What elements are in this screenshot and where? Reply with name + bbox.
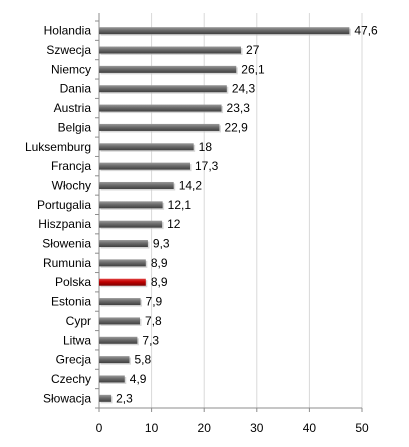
x-tick-label-20: 20 [198, 421, 212, 435]
category-label-grecja: Grecja [56, 353, 92, 367]
x-tick-label-40: 40 [303, 421, 317, 435]
value-label-szwecja: 27 [246, 43, 260, 57]
category-label-czechy: Czechy [51, 372, 91, 386]
value-label-czechy: 4,9 [130, 372, 147, 386]
category-label-cypr: Cypr [66, 314, 91, 328]
value-label-niemcy: 26,1 [241, 62, 265, 76]
value-label-s-owacja: 2,3 [116, 391, 133, 405]
category-label-belgia: Belgia [58, 120, 92, 134]
category-label-w-ochy: Włochy [52, 178, 91, 192]
bar-hiszpania [99, 220, 163, 228]
x-tick-label-50: 50 [355, 421, 369, 435]
value-label-grecja: 5,8 [135, 353, 152, 367]
bar-niemcy [99, 65, 237, 73]
bar-dania [99, 85, 227, 93]
value-label-estonia: 7,9 [146, 295, 163, 309]
category-label-estonia: Estonia [51, 295, 91, 309]
category-label-s-owenia: Słowenia [42, 237, 91, 251]
bar-francja [99, 162, 190, 170]
category-label-rumunia: Rumunia [43, 256, 91, 270]
category-label-hiszpania: Hiszpania [38, 217, 91, 231]
value-label-austria: 23,3 [227, 101, 251, 115]
bar-czechy [99, 375, 125, 383]
x-tick-label-0: 0 [96, 421, 103, 435]
bar-holandia [99, 27, 350, 35]
category-label-s-owacja: Słowacja [43, 391, 91, 405]
category-label-luksemburg: Luksemburg [25, 140, 91, 154]
bar-polska [99, 278, 146, 286]
bar-szwecja [99, 46, 242, 54]
bar-litwa [99, 336, 138, 344]
category-label-francja: Francja [51, 159, 91, 173]
bar-s-owenia [99, 240, 148, 248]
value-label-cypr: 7,8 [145, 314, 162, 328]
bar-luksemburg [99, 143, 194, 151]
value-label-portugalia: 12,1 [168, 198, 192, 212]
category-label-portugalia: Portugalia [37, 198, 91, 212]
category-label-holandia: Holandia [44, 24, 92, 38]
bar-belgia [99, 123, 220, 131]
value-label-s-owenia: 9,3 [153, 237, 170, 251]
bar-estonia [99, 298, 141, 306]
value-label-belgia: 22,9 [224, 120, 248, 134]
value-label-francja: 17,3 [195, 159, 219, 173]
value-label-w-ochy: 14,2 [179, 178, 203, 192]
value-label-holandia: 47,6 [354, 24, 378, 38]
category-label-niemcy: Niemcy [51, 62, 91, 76]
bar-w-ochy [99, 181, 174, 189]
value-label-dania: 24,3 [232, 82, 256, 96]
value-label-litwa: 7,3 [142, 333, 159, 347]
value-label-polska: 8,9 [151, 275, 168, 289]
category-label-dania: Dania [60, 82, 92, 96]
value-label-luksemburg: 18 [199, 140, 213, 154]
bar-austria [99, 104, 222, 112]
category-label-szwecja: Szwecja [46, 43, 91, 57]
category-label-polska: Polska [55, 275, 91, 289]
bar-rumunia [99, 259, 146, 267]
x-tick-label-30: 30 [250, 421, 264, 435]
value-label-rumunia: 8,9 [151, 256, 168, 270]
category-label-litwa: Litwa [63, 333, 91, 347]
category-label-austria: Austria [54, 101, 92, 115]
bar-portugalia [99, 201, 163, 209]
value-label-hiszpania: 12 [167, 217, 181, 231]
bar-cypr [99, 317, 141, 325]
bar-s-owacja [99, 394, 112, 402]
bar-grecja [99, 356, 130, 364]
x-tick-label-10: 10 [145, 421, 159, 435]
